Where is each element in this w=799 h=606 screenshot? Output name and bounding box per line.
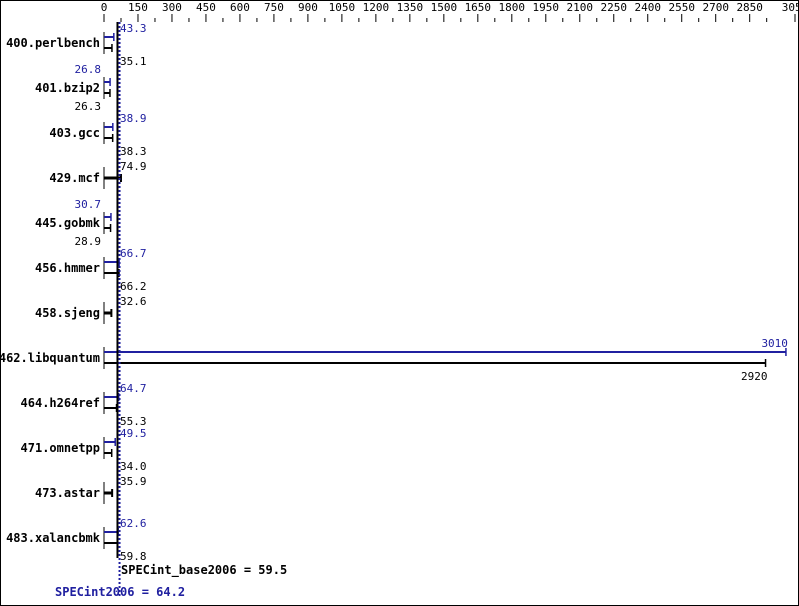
x-tick-label: 1200 — [363, 1, 390, 14]
base-value-label: 55.3 — [120, 415, 147, 428]
base-reference-label: SPECint_base2006 = 59.5 — [121, 563, 287, 578]
x-tick-label: 150 — [128, 1, 148, 14]
x-tick-label: 2550 — [668, 1, 695, 14]
benchmark-label: 456.hmmer — [35, 261, 100, 275]
benchmark-label: 462.libquantum — [0, 351, 100, 365]
peak-value-label: 30.7 — [75, 198, 102, 211]
base-value-label: 38.3 — [120, 145, 147, 158]
benchmark-label: 483.xalancbmk — [6, 531, 101, 545]
x-tick-label: 2700 — [702, 1, 729, 14]
x-tick-label: 750 — [264, 1, 284, 14]
benchmark-row: 464.h264ref 64.7 55.3 — [21, 382, 147, 428]
x-tick-label: 900 — [298, 1, 318, 14]
peak-value-label: 64.7 — [120, 382, 147, 395]
peak-value-label: 38.9 — [120, 112, 147, 125]
benchmark-row: 473.astar 35.9 — [35, 475, 147, 504]
base-value-label: 28.9 — [75, 235, 102, 248]
base-value-label: 59.8 — [120, 550, 147, 563]
peak-value-label: 62.6 — [120, 517, 147, 530]
benchmark-label: 403.gcc — [49, 126, 100, 140]
x-tick-label: 2850 — [736, 1, 763, 14]
benchmark-row: 471.omnetpp 49.5 34.0 — [21, 427, 147, 473]
peak-value-label: 3010 — [761, 337, 788, 350]
benchmark-row: 462.libquantum 3010 2920 — [0, 337, 788, 383]
x-tick-label: 300 — [162, 1, 182, 14]
benchmark-label: 473.astar — [35, 486, 100, 500]
base-value-label: 35.9 — [120, 475, 147, 488]
base-value-label: 74.9 — [120, 160, 147, 173]
x-tick-label: 1500 — [431, 1, 458, 14]
benchmark-row: 403.gcc 38.9 38.3 — [49, 112, 146, 158]
x-tick-label: 2250 — [601, 1, 628, 14]
benchmark-label: 471.omnetpp — [21, 441, 100, 455]
peak-value-label: 43.3 — [120, 22, 147, 35]
x-tick-label: 0 — [101, 1, 108, 14]
x-tick-label: 1650 — [465, 1, 492, 14]
peak-value-label: 26.8 — [75, 63, 102, 76]
base-value-label: 2920 — [741, 370, 768, 383]
x-tick-label: 1350 — [397, 1, 424, 14]
x-tick-label: 3050 — [782, 1, 799, 14]
benchmark-row: 400.perlbench 43.3 35.1 — [6, 22, 146, 68]
benchmark-label: 400.perlbench — [6, 36, 100, 50]
x-tick-label: 450 — [196, 1, 216, 14]
benchmark-label: 445.gobmk — [35, 216, 101, 230]
base-value-label: 26.3 — [75, 100, 102, 113]
benchmark-row: 429.mcf 74.9 — [49, 160, 147, 189]
benchmark-label: 401.bzip2 — [35, 81, 100, 95]
x-tick-label: 2400 — [634, 1, 661, 14]
x-tick-label: 1050 — [329, 1, 356, 14]
base-value-label: 66.2 — [120, 280, 147, 293]
x-tick-label: 1950 — [533, 1, 560, 14]
benchmark-row: 445.gobmk 30.7 28.9 — [35, 198, 112, 248]
benchmark-row: 456.hmmer 66.7 66.2 — [35, 247, 147, 293]
base-value-label: 32.6 — [120, 295, 147, 308]
x-tick-label: 2100 — [567, 1, 594, 14]
base-value-label: 35.1 — [120, 55, 147, 68]
peak-value-label: 66.7 — [120, 247, 147, 260]
x-tick-label: 600 — [230, 1, 250, 14]
base-value-label: 34.0 — [120, 460, 147, 473]
benchmark-label: 464.h264ref — [21, 396, 100, 410]
x-tick-label: 1800 — [499, 1, 526, 14]
benchmark-label: 458.sjeng — [35, 306, 100, 320]
benchmark-label: 429.mcf — [49, 171, 100, 185]
benchmark-row: 401.bzip2 26.8 26.3 — [35, 63, 111, 113]
benchmark-row: 458.sjeng 32.6 — [35, 295, 147, 324]
peak-reference-label: SPECint2006 = 64.2 — [55, 585, 185, 599]
peak-value-label: 49.5 — [120, 427, 147, 440]
